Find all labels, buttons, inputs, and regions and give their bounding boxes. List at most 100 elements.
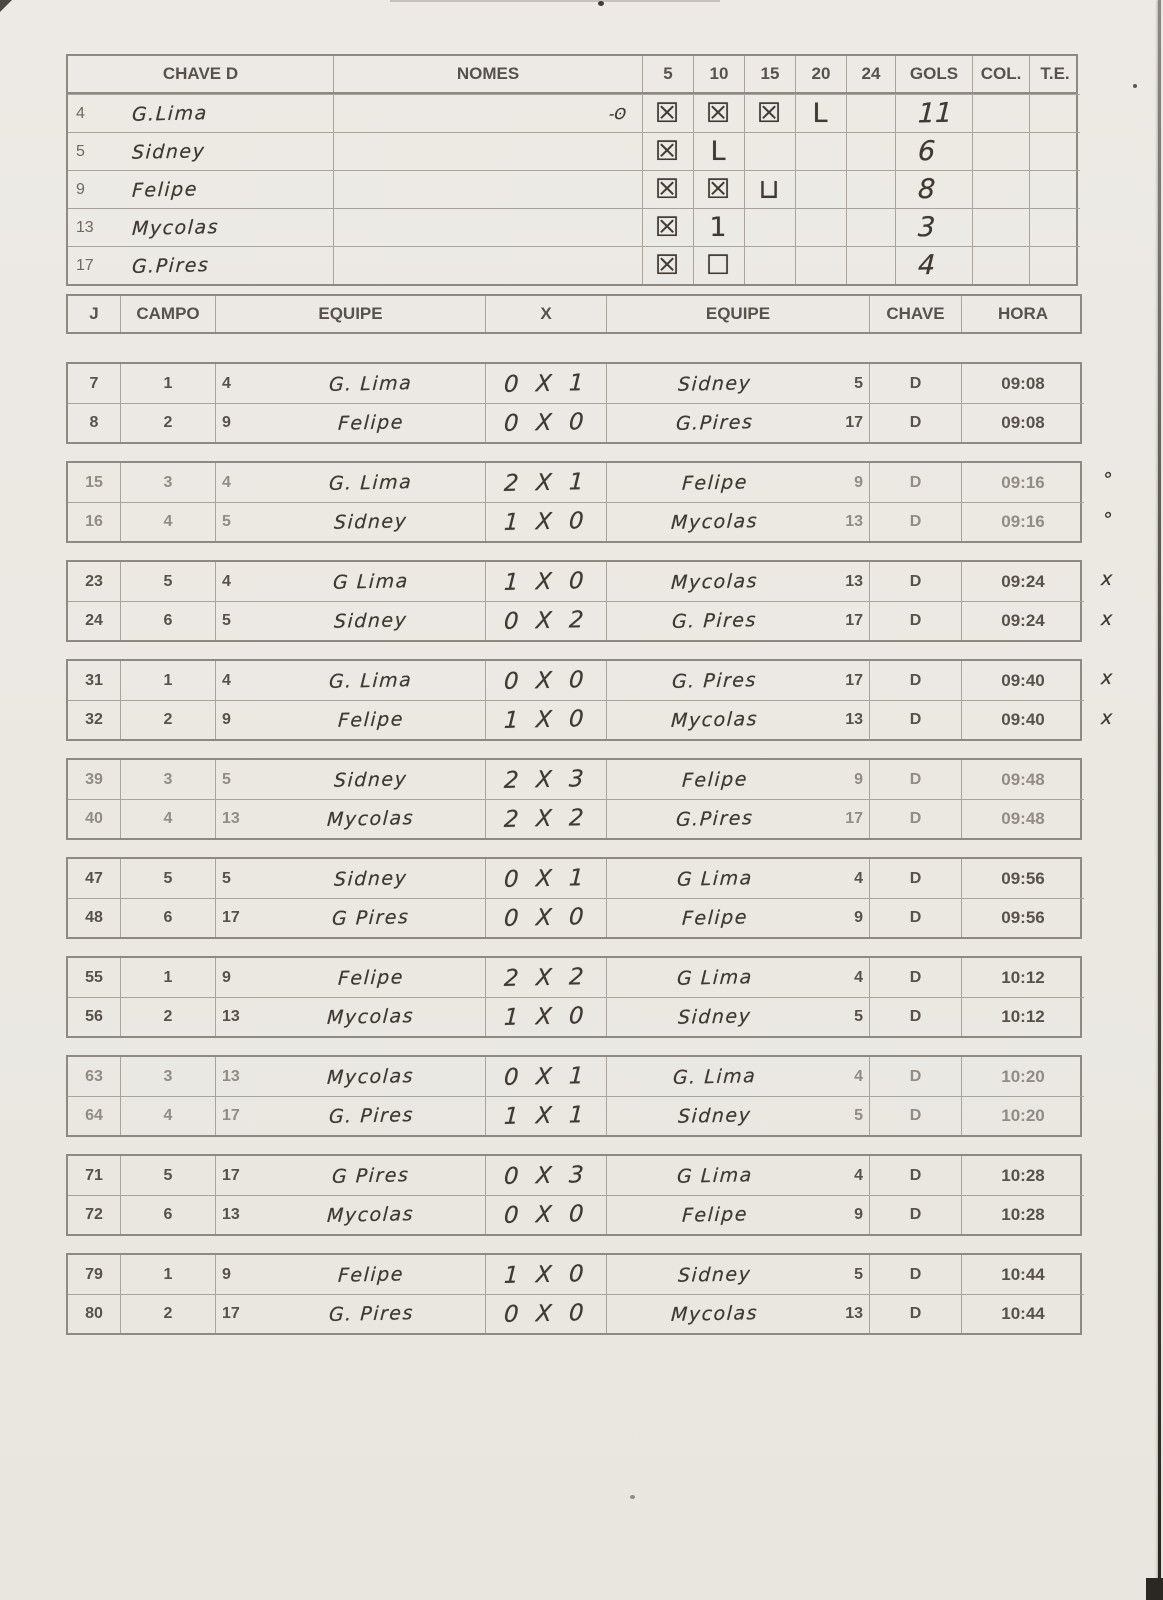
team1-name-handwriting: Mycolas: [326, 807, 416, 831]
team2-name-handwriting: G. Lima: [672, 1064, 757, 1089]
team1-name-handwriting: Sidney: [333, 510, 409, 534]
gols-cell: 11: [895, 94, 972, 132]
match-number: 23: [85, 572, 103, 590]
campo-number: 4: [120, 799, 215, 838]
header-chave-d: CHAVE D: [162, 64, 239, 83]
score-handwriting: 1 X 0: [503, 508, 589, 536]
tally-5-cell: ☒: [642, 208, 693, 246]
player-name: Mycolas: [122, 208, 333, 246]
tally-20-cell: [795, 170, 846, 208]
team2-number: 4: [854, 1166, 863, 1184]
header-col: COL.: [972, 56, 1029, 92]
schedule-section: J CAMPO EQUIPE X EQUIPE CHAVE HORA 7 1 4…: [66, 294, 1113, 1352]
team1-number: 4: [215, 661, 257, 700]
team2-name-handwriting: G Lima: [676, 965, 753, 990]
chave-cell: D: [869, 463, 961, 502]
team1-name-cell: Mycolas: [257, 1057, 485, 1096]
header-campo: CAMPO: [120, 296, 215, 332]
team1-number: 17: [215, 898, 257, 937]
hora-cell: 09:16: [961, 463, 1084, 502]
team2-number: 5: [822, 1096, 869, 1135]
match-block: 63 3 13 Mycolas 0 X 1 G. Lima 4 D 10:20 …: [66, 1055, 1084, 1137]
header-x: X: [485, 296, 606, 332]
campo-number: 2: [120, 700, 215, 739]
team2-number: 13: [822, 700, 869, 739]
chave-cell: D: [869, 799, 961, 838]
tally-mark: ☒: [654, 212, 682, 243]
team2-name-handwriting: Felipe: [680, 1203, 749, 1227]
score-handwriting: 0 X 1: [503, 369, 589, 398]
score-handwriting: 2 X 2: [503, 963, 589, 992]
score-cell: 0 X 0: [485, 898, 606, 937]
team2-name-handwriting: G.Pires: [675, 411, 754, 435]
tally-mark: ☒: [654, 174, 682, 205]
chave-cell: D: [869, 1057, 961, 1096]
gols-value: 11: [917, 97, 954, 130]
score-cell: 0 X 1: [485, 1057, 606, 1096]
team1-number: 4: [215, 562, 257, 601]
team2-name-cell: G. Pires: [606, 601, 822, 640]
score-handwriting: 0 X 3: [503, 1161, 589, 1190]
chave-cell: D: [869, 661, 961, 700]
score-cell: 1 X 1: [485, 1096, 606, 1135]
campo-number: 3: [120, 463, 215, 502]
team1-number: 9: [215, 700, 257, 739]
team1-name-handwriting: Felipe: [337, 708, 405, 732]
team1-name-cell: Sidney: [257, 601, 485, 640]
match-number: 24: [68, 601, 120, 640]
team2-name-handwriting: Mycolas: [670, 1302, 759, 1326]
score-handwriting: 0 X 0: [503, 904, 589, 932]
team2-name-cell: Mycolas: [606, 502, 822, 541]
gols-value: 4: [917, 249, 936, 282]
team2-name-handwriting: Sidney: [677, 1262, 752, 1287]
team2-name-cell: G.Pires: [606, 403, 822, 442]
tally-mark: ☒: [705, 98, 733, 129]
hora-cell: 10:28: [961, 1156, 1084, 1195]
te-cell: [1029, 208, 1080, 246]
chave-cell: D: [869, 403, 961, 442]
col-cell: [972, 132, 1029, 170]
team1-name-handwriting: G. Lima: [328, 470, 414, 495]
score-cell: 0 X 2: [485, 601, 606, 640]
tally-5-cell: ☒: [642, 132, 693, 170]
team2-name-handwriting: Sidney: [677, 371, 752, 396]
team1-name-cell: G Pires: [257, 898, 485, 937]
hora-cell: 10:12: [961, 958, 1084, 997]
match-block: 47 5 5 Sidney 0 X 1 G Lima 4 D 09:56 48 …: [66, 857, 1084, 939]
tally-mark: ☒: [654, 136, 682, 167]
tally-20-cell: [795, 246, 846, 284]
gols-value: 6: [917, 135, 936, 168]
match-number: 72: [68, 1195, 120, 1234]
scan-edge-shadow: [1158, 0, 1161, 1600]
team1-number: 13: [215, 1057, 257, 1096]
score-handwriting: 2 X 1: [503, 468, 589, 497]
team2-number: 17: [822, 799, 869, 838]
team2-number: 5: [822, 997, 869, 1036]
nomes-cell: -ʘ: [333, 94, 642, 132]
tally-mark: ☒: [654, 250, 682, 281]
player-name: Sidney: [122, 132, 333, 170]
team2-name-handwriting: G.Pires: [675, 807, 754, 831]
team1-name-cell: Mycolas: [257, 997, 485, 1036]
hora-cell: 10:12: [961, 997, 1084, 1036]
score-cell: 1 X 0: [485, 502, 606, 541]
team1-name-handwriting: Felipe: [337, 965, 405, 990]
team1-name-handwriting: Mycolas: [326, 1064, 416, 1089]
header-goal-20: 20: [795, 56, 846, 92]
team2-name-handwriting: Sidney: [677, 1005, 752, 1029]
team2-name-handwriting: Felipe: [680, 906, 749, 930]
player-name-handwriting: G.Lima: [131, 101, 209, 126]
match-block: 7 1 4 G. Lima 0 X 1 Sidney 5 D 09:08 8 2…: [66, 362, 1084, 444]
header-te: T.E.: [1029, 56, 1080, 92]
match-number: 47: [85, 869, 103, 887]
player-name: Felipe: [122, 170, 333, 208]
campo-number: 6: [120, 1195, 215, 1234]
col-cell: [972, 208, 1029, 246]
chave-cell: D: [869, 364, 961, 403]
chave-cell: D: [869, 760, 961, 799]
team2-name-handwriting: Felipe: [680, 470, 749, 495]
nomes-cell: [333, 208, 642, 246]
team1-name-cell: G. Lima: [257, 661, 485, 700]
match-number: 40: [68, 799, 120, 838]
team2-name-handwriting: G Lima: [676, 1163, 753, 1188]
